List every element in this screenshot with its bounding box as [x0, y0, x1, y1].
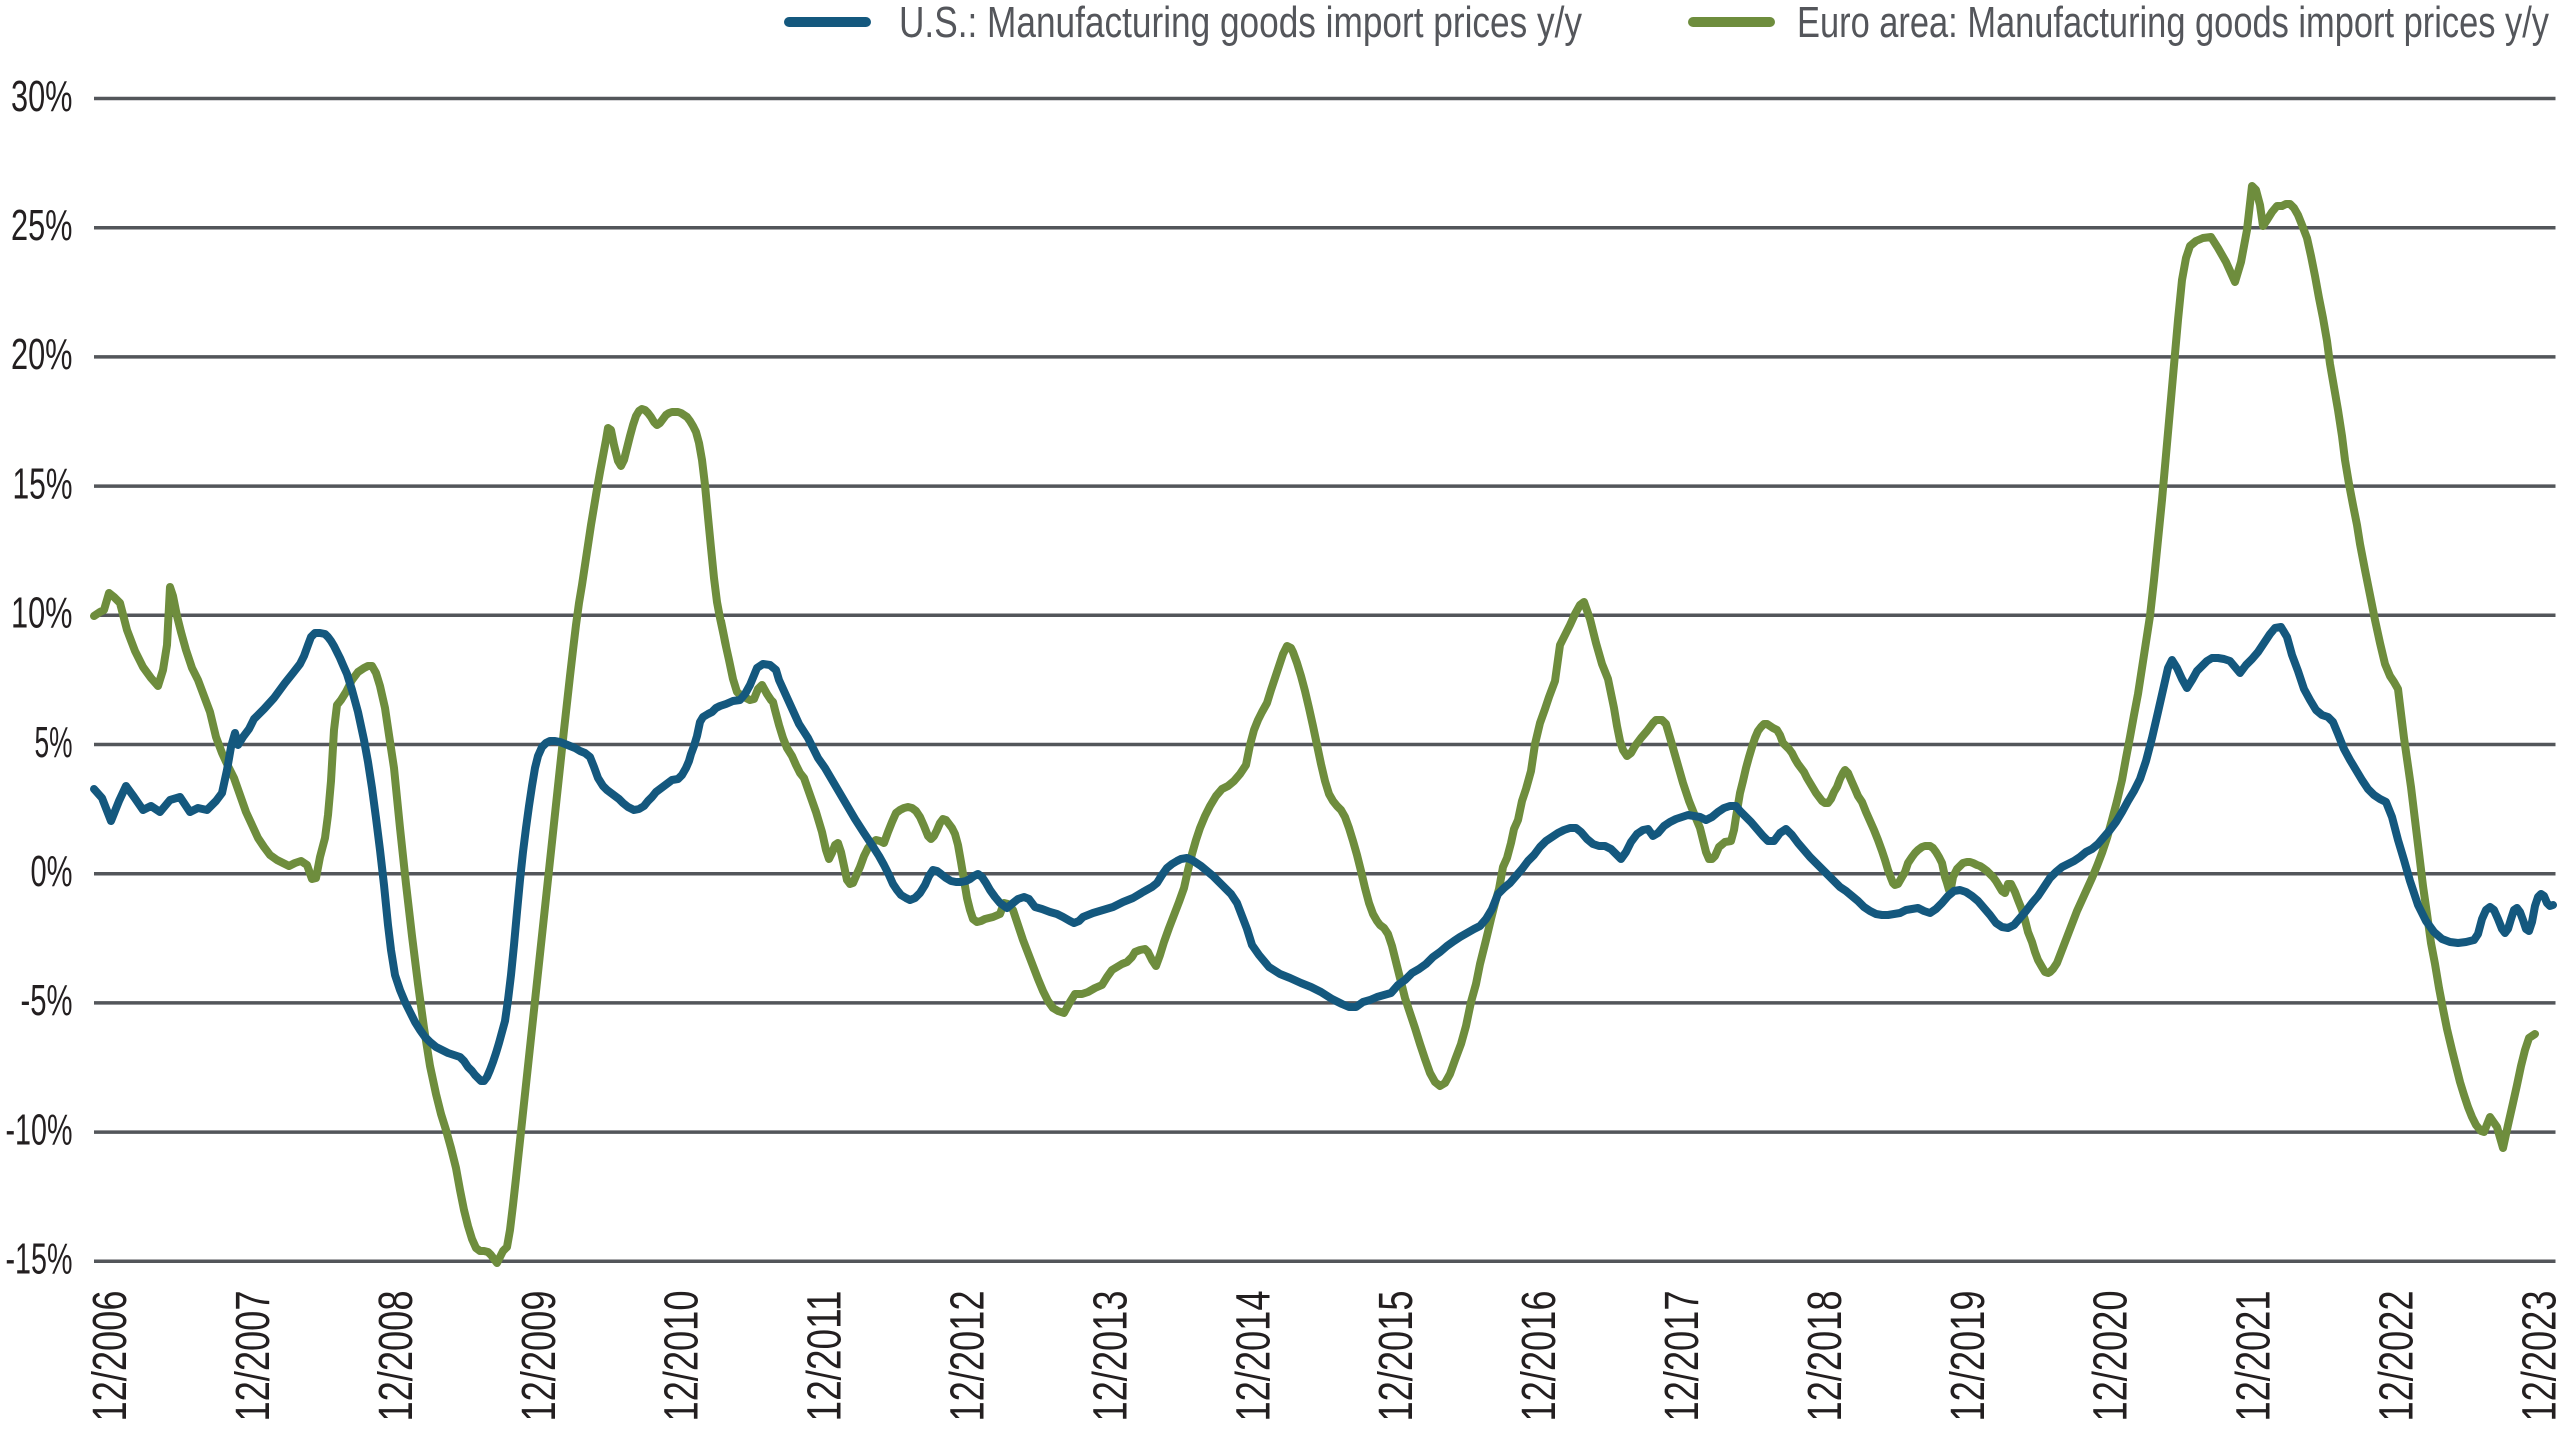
svg-text:0%: 0% [31, 847, 73, 896]
svg-text:-10%: -10% [6, 1105, 73, 1154]
svg-text:5%: 5% [35, 718, 73, 767]
svg-text:12/2007: 12/2007 [227, 1291, 280, 1422]
svg-text:25%: 25% [11, 201, 73, 250]
svg-text:12/2017: 12/2017 [1656, 1291, 1709, 1422]
svg-text:12/2021: 12/2021 [2228, 1291, 2281, 1422]
svg-text:12/2008: 12/2008 [370, 1291, 423, 1422]
svg-text:U.S.: Manufacturing goods impo: U.S.: Manufacturing goods import prices … [899, 0, 1582, 47]
svg-text:20%: 20% [11, 330, 73, 379]
svg-text:-5%: -5% [21, 976, 73, 1025]
svg-text:12/2023: 12/2023 [2513, 1291, 2560, 1422]
svg-text:30%: 30% [11, 72, 73, 121]
svg-text:12/2020: 12/2020 [2085, 1291, 2138, 1422]
svg-text:12/2015: 12/2015 [1370, 1291, 1423, 1422]
svg-text:12/2019: 12/2019 [1942, 1291, 1995, 1422]
svg-text:12/2014: 12/2014 [1227, 1291, 1280, 1422]
svg-text:12/2018: 12/2018 [1799, 1291, 1852, 1422]
svg-text:12/2006: 12/2006 [84, 1291, 137, 1422]
svg-text:12/2011: 12/2011 [799, 1291, 852, 1422]
svg-text:12/2022: 12/2022 [2371, 1291, 2424, 1422]
svg-text:12/2009: 12/2009 [513, 1291, 566, 1422]
svg-text:-15%: -15% [6, 1235, 73, 1284]
svg-text:15%: 15% [13, 459, 73, 508]
svg-text:10%: 10% [11, 589, 73, 638]
svg-text:12/2016: 12/2016 [1513, 1291, 1566, 1422]
svg-text:12/2012: 12/2012 [942, 1291, 995, 1422]
svg-text:Euro area: Manufacturing goods: Euro area: Manufacturing goods import pr… [1797, 0, 2549, 47]
svg-text:12/2010: 12/2010 [656, 1291, 709, 1422]
svg-text:12/2013: 12/2013 [1084, 1291, 1137, 1422]
